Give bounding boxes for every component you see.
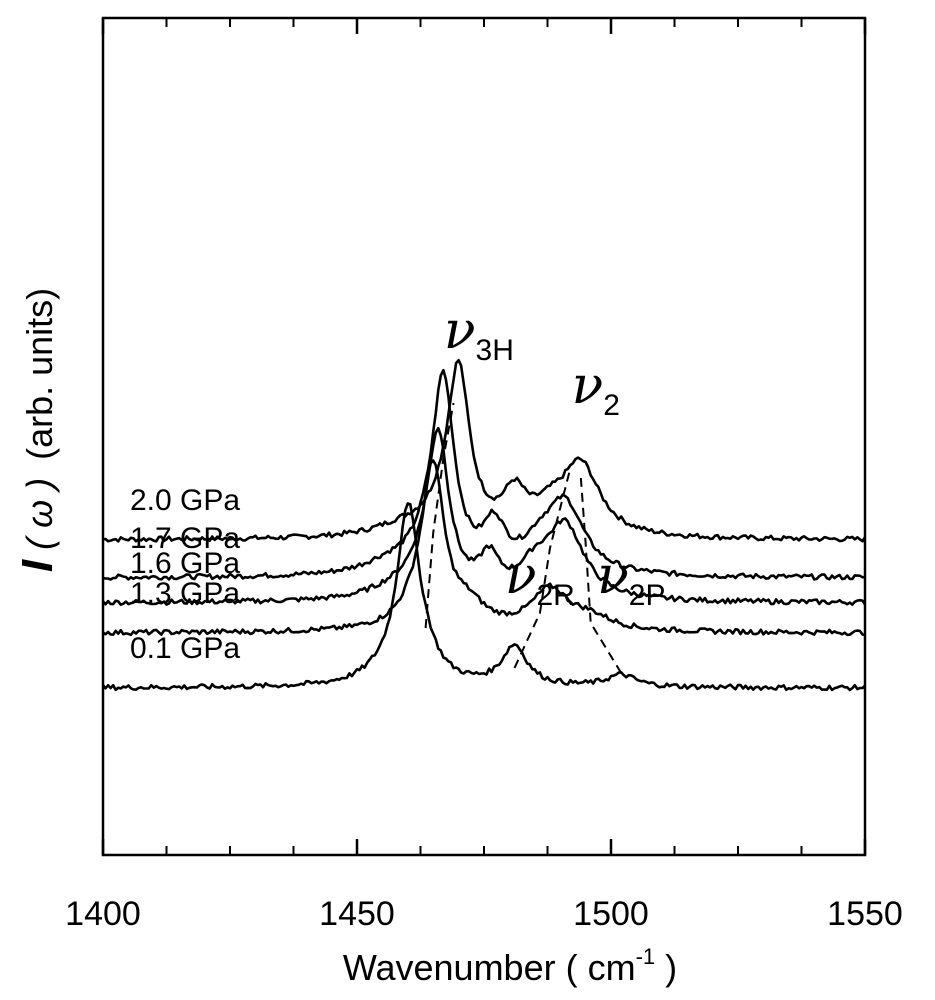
x-axis-title: Wavenumber ( cm-1 ) bbox=[343, 944, 677, 988]
nu-2P-label: ν2P bbox=[597, 546, 665, 612]
pressure-label: 1.3 GPa bbox=[130, 577, 240, 610]
x-axis-title-close: ) bbox=[655, 947, 677, 988]
plot-frame bbox=[101, 16, 867, 857]
x-axis-title-superscript: -1 bbox=[636, 944, 656, 969]
x-axis-ticks: 1400 1450 1500 1550 bbox=[65, 18, 903, 933]
nu-2R-label: ν2R bbox=[505, 546, 575, 612]
spectrum-trace-0 bbox=[102, 358, 867, 543]
x-axis-title-main: Wavenumber ( cm bbox=[343, 947, 636, 988]
nu-2P-guide bbox=[579, 472, 623, 674]
nu-2R-guide bbox=[513, 467, 572, 669]
y-axis-units: (arb. units) bbox=[19, 288, 60, 460]
y-axis-title: I ( ω ) (arb. units) bbox=[13, 288, 62, 572]
spectrum-trace-3 bbox=[102, 459, 866, 637]
peak-guide-lines bbox=[424, 402, 623, 674]
spectrum-trace-1 bbox=[102, 368, 866, 581]
pressure-label: 1.7 GPa bbox=[130, 522, 240, 555]
y-axis-symbol: I bbox=[13, 559, 62, 572]
nu-3H-guide bbox=[424, 402, 455, 629]
pressure-label: 1.6 GPa bbox=[130, 547, 240, 580]
y-axis-argument: ( ω ) bbox=[19, 478, 60, 560]
x-tick-label: 1400 bbox=[65, 895, 141, 933]
plot-area-border bbox=[101, 16, 867, 857]
x-tick-label: 1500 bbox=[573, 895, 649, 933]
x-tick-label: 1550 bbox=[827, 895, 903, 933]
spectrum-trace-2 bbox=[102, 426, 867, 606]
peak-annotations: ν3H ν2 ν2R ν2P bbox=[444, 301, 666, 612]
spectra-traces bbox=[101, 358, 867, 692]
pressure-label: 0.1 GPa bbox=[130, 632, 240, 665]
pressure-label: 2.0 GPa bbox=[130, 484, 240, 517]
nu-3H-label: ν3H bbox=[444, 301, 514, 367]
x-tick-label: 1450 bbox=[319, 895, 395, 933]
spectrum-trace-4 bbox=[101, 502, 866, 692]
nu-2-label: ν2 bbox=[572, 356, 620, 422]
